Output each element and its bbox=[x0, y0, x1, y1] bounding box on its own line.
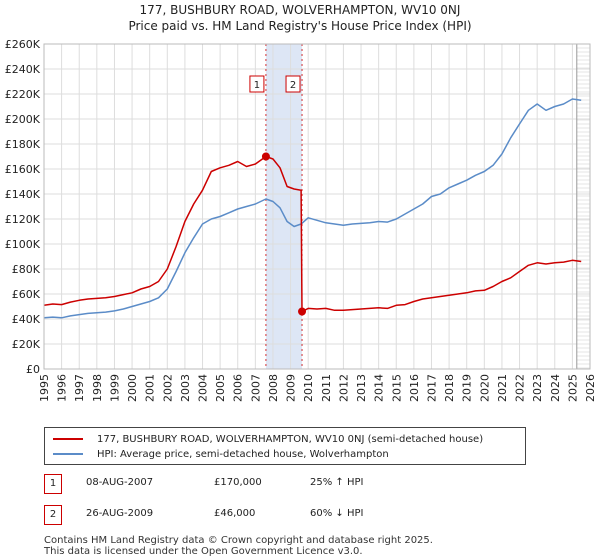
x-tick-label: 2025 bbox=[566, 374, 579, 402]
sale-date: 26-AUG-2009 bbox=[86, 508, 154, 519]
y-tick-label: £60K bbox=[12, 288, 41, 301]
footer-licence: This data is licensed under the Open Gov… bbox=[44, 546, 363, 557]
x-tick-label: 2008 bbox=[267, 374, 280, 402]
sale-badge-box bbox=[249, 75, 265, 93]
series-line-hpi bbox=[43, 98, 582, 319]
x-tick-label: 2012 bbox=[337, 374, 350, 402]
sale-price: £46,000 bbox=[214, 508, 256, 519]
sale-point bbox=[261, 152, 270, 161]
legend-label-property: 177, BUSHBURY ROAD, WOLVERHAMPTON, WV10 … bbox=[97, 433, 484, 445]
legend-item-hpi: HPI: Average price, semi-detached house,… bbox=[53, 447, 389, 461]
sale-badge-label: 1 bbox=[254, 80, 260, 91]
y-tick-label: £240K bbox=[5, 63, 41, 76]
legend-swatch-hpi bbox=[53, 453, 83, 455]
x-tick-label: 2011 bbox=[320, 374, 333, 402]
y-tick-label: £100K bbox=[5, 238, 41, 251]
x-tick-label: 2020 bbox=[478, 374, 491, 402]
y-tick-label: £120K bbox=[5, 213, 41, 226]
chart-title: 177, BUSHBURY ROAD, WOLVERHAMPTON, WV10 … bbox=[139, 3, 461, 17]
x-tick-label: 2018 bbox=[443, 374, 456, 402]
x-tick-label: 2013 bbox=[355, 374, 368, 402]
x-tick-label: 2003 bbox=[179, 374, 192, 402]
x-tick-label: 2016 bbox=[408, 374, 421, 402]
sale-date: 08-AUG-2007 bbox=[86, 477, 154, 488]
x-tick-label: 1997 bbox=[73, 374, 86, 402]
y-tick-label: £160K bbox=[5, 163, 41, 176]
sale-badge-label: 2 bbox=[290, 80, 296, 91]
x-tick-label: 2006 bbox=[232, 374, 245, 402]
legend-item-property: 177, BUSHBURY ROAD, WOLVERHAMPTON, WV10 … bbox=[53, 432, 483, 446]
y-tick-label: £180K bbox=[5, 138, 41, 151]
sale-span-shade bbox=[265, 44, 303, 369]
x-tick-label: 1998 bbox=[91, 374, 104, 402]
x-tick-label: 2021 bbox=[496, 374, 509, 402]
y-tick-label: £40K bbox=[12, 313, 41, 326]
x-tick-label: 2014 bbox=[373, 374, 386, 402]
y-tick-label: £140K bbox=[5, 188, 41, 201]
x-tick-label: 1999 bbox=[108, 374, 121, 402]
plot-area bbox=[44, 44, 590, 369]
sale-badge-box bbox=[285, 75, 301, 93]
x-tick-label: 2001 bbox=[144, 374, 157, 402]
x-tick-label: 2000 bbox=[126, 374, 139, 402]
y-tick-label: £220K bbox=[5, 88, 41, 101]
x-tick-label: 2026 bbox=[584, 374, 597, 402]
sale-hpi-diff: 25% ↑ HPI bbox=[310, 477, 364, 488]
x-tick-label: 2015 bbox=[390, 374, 403, 402]
y-tick-label: £260K bbox=[5, 38, 41, 51]
sale-badge: 1 bbox=[44, 474, 62, 494]
y-tick-label: £200K bbox=[5, 113, 41, 126]
x-tick-label: 2023 bbox=[531, 374, 544, 402]
x-tick-label: 2024 bbox=[549, 374, 562, 402]
y-tick-label: £20K bbox=[12, 338, 41, 351]
x-tick-label: 2004 bbox=[197, 374, 210, 402]
legend: 177, BUSHBURY ROAD, WOLVERHAMPTON, WV10 … bbox=[44, 427, 526, 465]
y-tick-label: £0 bbox=[26, 363, 40, 376]
y-tick-label: £80K bbox=[12, 263, 41, 276]
x-tick-label: 1995 bbox=[38, 374, 51, 402]
x-tick-label: 2009 bbox=[285, 374, 298, 402]
x-tick-label: 2005 bbox=[214, 374, 227, 402]
x-tick-label: 2007 bbox=[249, 374, 262, 402]
sale-point bbox=[298, 307, 307, 316]
x-tick-label: 2017 bbox=[425, 374, 438, 402]
x-tick-label: 2010 bbox=[302, 374, 315, 402]
sale-badge: 2 bbox=[44, 505, 62, 525]
x-tick-label: 1996 bbox=[56, 374, 69, 402]
x-tick-label: 2019 bbox=[461, 374, 474, 402]
sale-hpi-diff: 60% ↓ HPI bbox=[310, 508, 364, 519]
legend-label-hpi: HPI: Average price, semi-detached house,… bbox=[97, 448, 389, 460]
legend-swatch-property bbox=[53, 438, 83, 440]
footer-copyright: Contains HM Land Registry data © Crown c… bbox=[44, 535, 433, 546]
chart-subtitle: Price paid vs. HM Land Registry's House … bbox=[128, 19, 472, 33]
x-tick-label: 2002 bbox=[161, 374, 174, 402]
sale-price: £170,000 bbox=[214, 477, 262, 488]
price-chart: £0 £20K £40K £60K £80K £100K £120K £140K £160K £1… bbox=[5, 38, 597, 402]
x-tick-label: 2022 bbox=[514, 374, 527, 402]
plot-border bbox=[43, 43, 591, 370]
